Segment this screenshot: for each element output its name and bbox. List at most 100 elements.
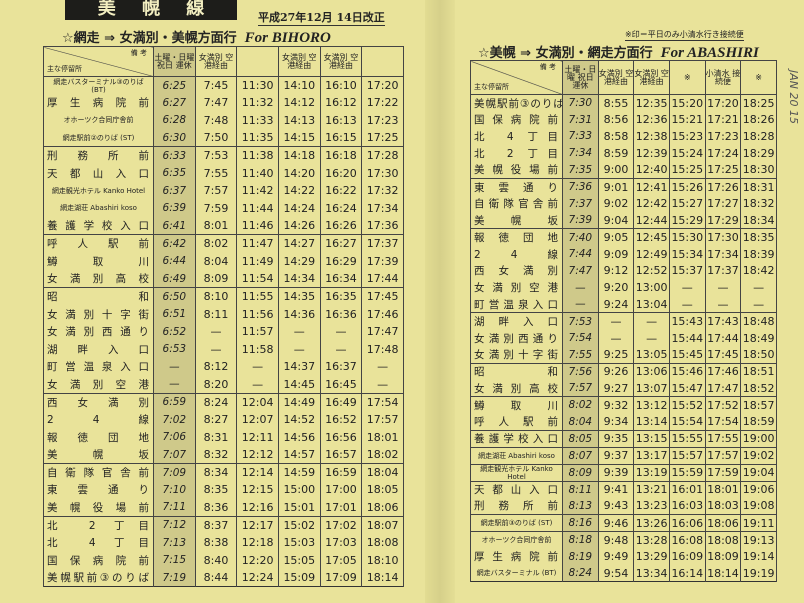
departure-time: 16:12 [319, 94, 363, 112]
departure-time: 8:12 [194, 358, 238, 376]
departure-time: 15:55 [668, 429, 706, 448]
stop-name: 東雲通り [470, 177, 563, 196]
departure-time: 8:40 [194, 551, 238, 570]
stop-name: 天都山入口 [43, 164, 154, 183]
departure-time: 6:53 [153, 340, 196, 358]
column-header [361, 46, 404, 77]
departure-time: 15:24 [668, 144, 706, 162]
table-row: 厚生病院前 8:19 9:49 13:29 16:09 18:09 19:14 [470, 548, 777, 566]
departure-time: 15:46 [668, 362, 706, 381]
departure-time: 8:58 [597, 128, 635, 145]
departure-time: 17:37 [704, 262, 742, 280]
departure-time: 17:55 [704, 429, 742, 448]
departure-time: 11:35 [236, 129, 279, 147]
departure-time: — [633, 329, 670, 347]
departure-time: 17:27 [704, 195, 742, 213]
handwritten-note: JAN 20 15 [787, 70, 800, 124]
departure-time: 14:13 [277, 111, 321, 130]
departure-time: 8:38 [194, 533, 238, 552]
departure-time: 17:25 [704, 161, 742, 179]
table-row: オホーツク合同庁舎前 8:18 9:48 13:28 16:08 18:08 19:13 [470, 530, 777, 549]
departure-time: 15:03 [277, 533, 321, 552]
departure-time: 14:35 [277, 287, 321, 306]
departure-time: 14:49 [277, 392, 321, 411]
table-row: 東雲通り 7:36 9:01 12:41 15:26 17:26 18:31 [470, 177, 777, 196]
departure-time: 8:36 [194, 498, 238, 517]
departure-time: 17:30 [704, 228, 742, 246]
route-title: 美 幌 線 [65, 0, 237, 20]
departure-time: 8:04 [194, 252, 238, 271]
table-row: 北 4 丁目 7:13 8:38 12:18 15:03 17:03 18:08 [43, 533, 404, 552]
departure-time: 8:02 [194, 234, 238, 253]
remarks-label: 備 考 [130, 49, 147, 57]
corner-header: 備 考主な停留所 [43, 46, 154, 77]
departure-time: — [361, 358, 404, 376]
stop-name: 町営温泉入口 [470, 296, 563, 313]
departure-time: 8:09 [194, 270, 238, 288]
stop-name: 2 4 線 [470, 245, 563, 263]
departure-time: 16:52 [319, 410, 363, 429]
departure-time: 15:57 [668, 446, 706, 465]
departure-time: 18:30 [740, 161, 777, 179]
departure-time: — [277, 322, 321, 341]
departure-time: 6:37 [153, 182, 196, 200]
departure-time: 15:34 [668, 245, 706, 263]
departure-time: 12:41 [633, 177, 670, 196]
departure-time: 16:09 [668, 548, 706, 566]
departure-time: 17:20 [704, 94, 742, 112]
departure-time: 14:34 [277, 270, 321, 288]
departure-time: 13:04 [633, 296, 670, 313]
departure-time: 14:57 [277, 445, 321, 464]
departure-time: 8:11 [562, 480, 599, 498]
departure-time: 11:49 [236, 252, 279, 271]
departure-time: 8:34 [194, 463, 238, 482]
stop-name: 報徳団地 [470, 228, 563, 246]
departure-time: 7:50 [194, 129, 238, 147]
departure-time: 12:39 [633, 144, 670, 162]
departure-time: 8:07 [562, 446, 599, 465]
left-heading-jp: ☆網走 ⇒ 女満別・美幌方面行 [62, 31, 237, 46]
departure-time: 14:56 [277, 428, 321, 446]
departure-time: 19:08 [740, 497, 777, 515]
departure-time: 12:04 [236, 392, 279, 411]
departure-time: 16:08 [668, 530, 706, 549]
departure-time: 19:06 [740, 480, 777, 498]
stop-name: 美幌役場前 [43, 498, 154, 517]
table-row: 網走観光ホテル Kanko Hotel 6:37 7:57 11:42 14:22 16:… [43, 182, 404, 200]
departure-time: 8:02 [562, 396, 599, 414]
departure-time: 15:47 [668, 380, 706, 397]
stop-name: 養護学校入口 [43, 217, 154, 235]
departure-time: 15:37 [668, 262, 706, 280]
departure-time: 17:05 [319, 551, 363, 570]
departure-time: 15:54 [668, 413, 706, 431]
stop-name: 女満別西通り [470, 329, 563, 347]
revision-date: 平成27年12月 14日改正 [258, 11, 385, 26]
table-row: 2 4 線 7:44 9:09 12:49 15:34 17:34 18:39 [470, 245, 777, 263]
stop-name: 昭和 [43, 287, 154, 306]
table-row: 厚生病院前 6:27 7:47 11:32 14:12 16:12 17:22 [43, 94, 404, 112]
departure-time: 9:39 [597, 463, 635, 482]
departure-time: 15:44 [668, 329, 706, 347]
stop-name: 美幌坂 [43, 445, 154, 464]
departure-time: 16:26 [319, 217, 363, 235]
departure-time: 11:40 [236, 164, 279, 183]
stop-name: 天都山入口 [470, 480, 563, 498]
column-header: 女満別 空港経由 [633, 60, 670, 95]
stop-name: 町営温泉入口 [43, 358, 154, 376]
departure-time: 6:50 [153, 287, 196, 306]
stop-name: オホーツク合同庁舎前 [470, 530, 563, 549]
departure-time: 17:09 [319, 569, 363, 587]
stop-name: 北 4 丁目 [43, 533, 154, 552]
departure-time: 18:28 [740, 128, 777, 145]
departure-time: — [153, 358, 196, 376]
departure-time: 8:19 [562, 548, 599, 566]
departure-time: 7:57 [194, 182, 238, 200]
stop-name: 美幌役場前 [470, 161, 563, 179]
column-header: 土曜・日曜 祝日 運休 [153, 46, 196, 77]
departure-time: 9:41 [597, 480, 635, 498]
departure-time: 17:48 [361, 340, 404, 358]
departure-time: 13:12 [633, 396, 670, 414]
departure-time: 11:47 [236, 234, 279, 253]
column-header [236, 46, 279, 77]
departure-time: 9:20 [597, 279, 635, 297]
